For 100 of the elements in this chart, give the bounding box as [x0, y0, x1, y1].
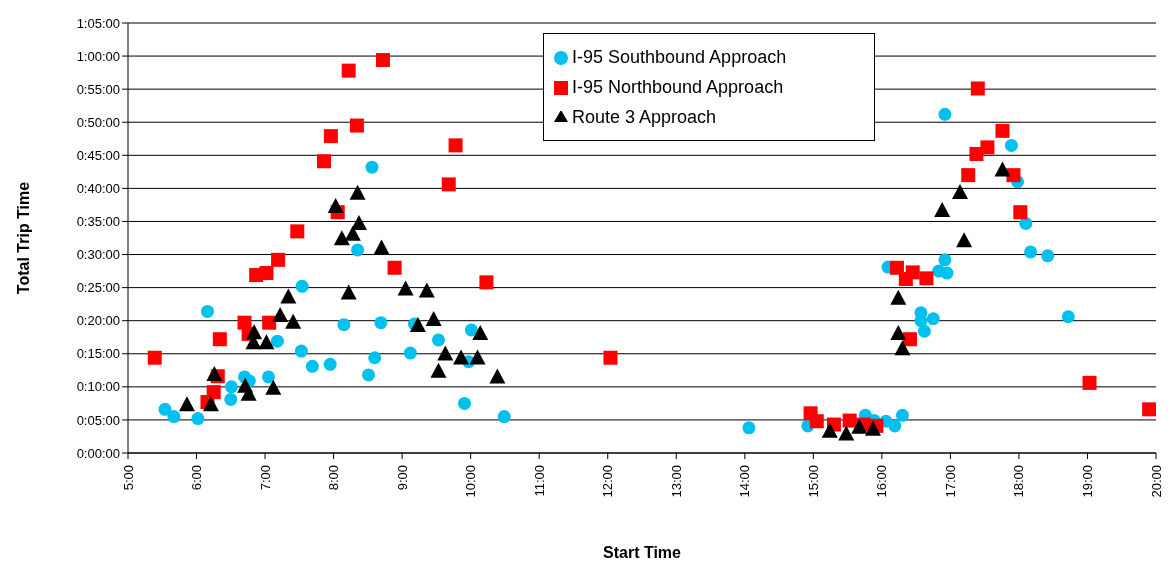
point [350, 215, 367, 231]
point [323, 357, 337, 371]
point [889, 260, 904, 275]
point [374, 316, 388, 330]
y-tick-label: 0:35:00 [76, 214, 120, 230]
point [742, 421, 756, 435]
point [458, 396, 471, 410]
point [479, 275, 494, 290]
point [202, 396, 219, 412]
point [890, 289, 907, 305]
point [864, 420, 881, 436]
point [270, 334, 284, 348]
point [489, 368, 506, 384]
point [464, 323, 478, 337]
point [1142, 402, 1156, 417]
point [431, 333, 445, 347]
point [956, 232, 973, 248]
point [158, 402, 172, 416]
y-axis-title: Total Trip Time [14, 181, 32, 295]
y-tick-label: 0:05:00 [76, 412, 120, 428]
point [271, 252, 286, 267]
x-tick-label: 16:00 [874, 465, 890, 498]
point [448, 138, 463, 153]
x-tick-label: 7:00 [257, 465, 273, 491]
point [409, 316, 426, 332]
point [349, 184, 366, 200]
point [349, 118, 364, 133]
point [317, 154, 332, 169]
point [294, 344, 308, 358]
point [285, 313, 302, 329]
x-tick-label: 18:00 [1011, 465, 1027, 498]
legend-label: I-95 Northbound Approach [572, 77, 784, 97]
point [809, 414, 824, 429]
point [453, 349, 470, 365]
point [951, 184, 968, 200]
x-tick-label: 20:00 [1148, 465, 1164, 498]
y-tick-label: 0:55:00 [76, 81, 120, 97]
point [1082, 375, 1097, 390]
point [938, 253, 952, 267]
y-tick-label: 0:40:00 [76, 181, 120, 196]
point [387, 260, 402, 275]
point [905, 265, 920, 280]
point [926, 312, 940, 326]
point [375, 53, 390, 68]
point [1041, 249, 1055, 263]
point [472, 324, 489, 340]
point [995, 123, 1010, 138]
point [337, 318, 351, 332]
point [497, 410, 511, 424]
point [206, 385, 221, 400]
y-tick-label: 0:10:00 [76, 379, 120, 395]
point [290, 224, 305, 239]
point [224, 392, 238, 406]
y-tick-label: 1:00:00 [76, 48, 120, 64]
x-tick-label: 5:00 [120, 465, 136, 491]
point [206, 365, 223, 381]
point [821, 422, 838, 438]
point [469, 349, 486, 365]
point [888, 419, 902, 433]
point [167, 410, 181, 424]
point [373, 239, 390, 255]
y-tick-label: 0:20:00 [76, 313, 120, 329]
point [980, 140, 995, 155]
point [1013, 205, 1028, 220]
point [327, 197, 344, 213]
y-tick-label: 0:30:00 [76, 247, 120, 263]
point [258, 334, 275, 350]
point [603, 350, 618, 365]
point [341, 63, 356, 78]
x-tick-label: 10:00 [463, 465, 479, 498]
point [272, 307, 289, 323]
point [147, 350, 162, 365]
x-tick-label: 6:00 [189, 465, 205, 491]
point [323, 129, 338, 144]
point [295, 279, 309, 293]
point [344, 225, 361, 241]
point [237, 377, 254, 393]
point [994, 161, 1011, 177]
point [902, 332, 917, 347]
point [259, 266, 274, 281]
legend-label: I-95 Southbound Approach [572, 47, 787, 67]
point [261, 370, 275, 384]
point [914, 314, 928, 328]
y-tick-label: 0:00:00 [76, 445, 120, 461]
point [842, 413, 857, 428]
point [280, 288, 297, 304]
point [430, 362, 447, 378]
point [437, 345, 454, 361]
point [362, 368, 376, 382]
x-tick-label: 11:00 [531, 465, 547, 497]
x-tick-label: 14:00 [737, 465, 753, 498]
y-tick-label: 0:25:00 [76, 280, 120, 296]
point [919, 271, 934, 286]
y-tick-label: 0:15:00 [76, 346, 120, 362]
point [365, 160, 379, 174]
point [265, 379, 282, 395]
point [970, 81, 985, 96]
y-tick-label: 0:50:00 [76, 114, 120, 130]
point [838, 425, 855, 441]
point [894, 340, 911, 356]
